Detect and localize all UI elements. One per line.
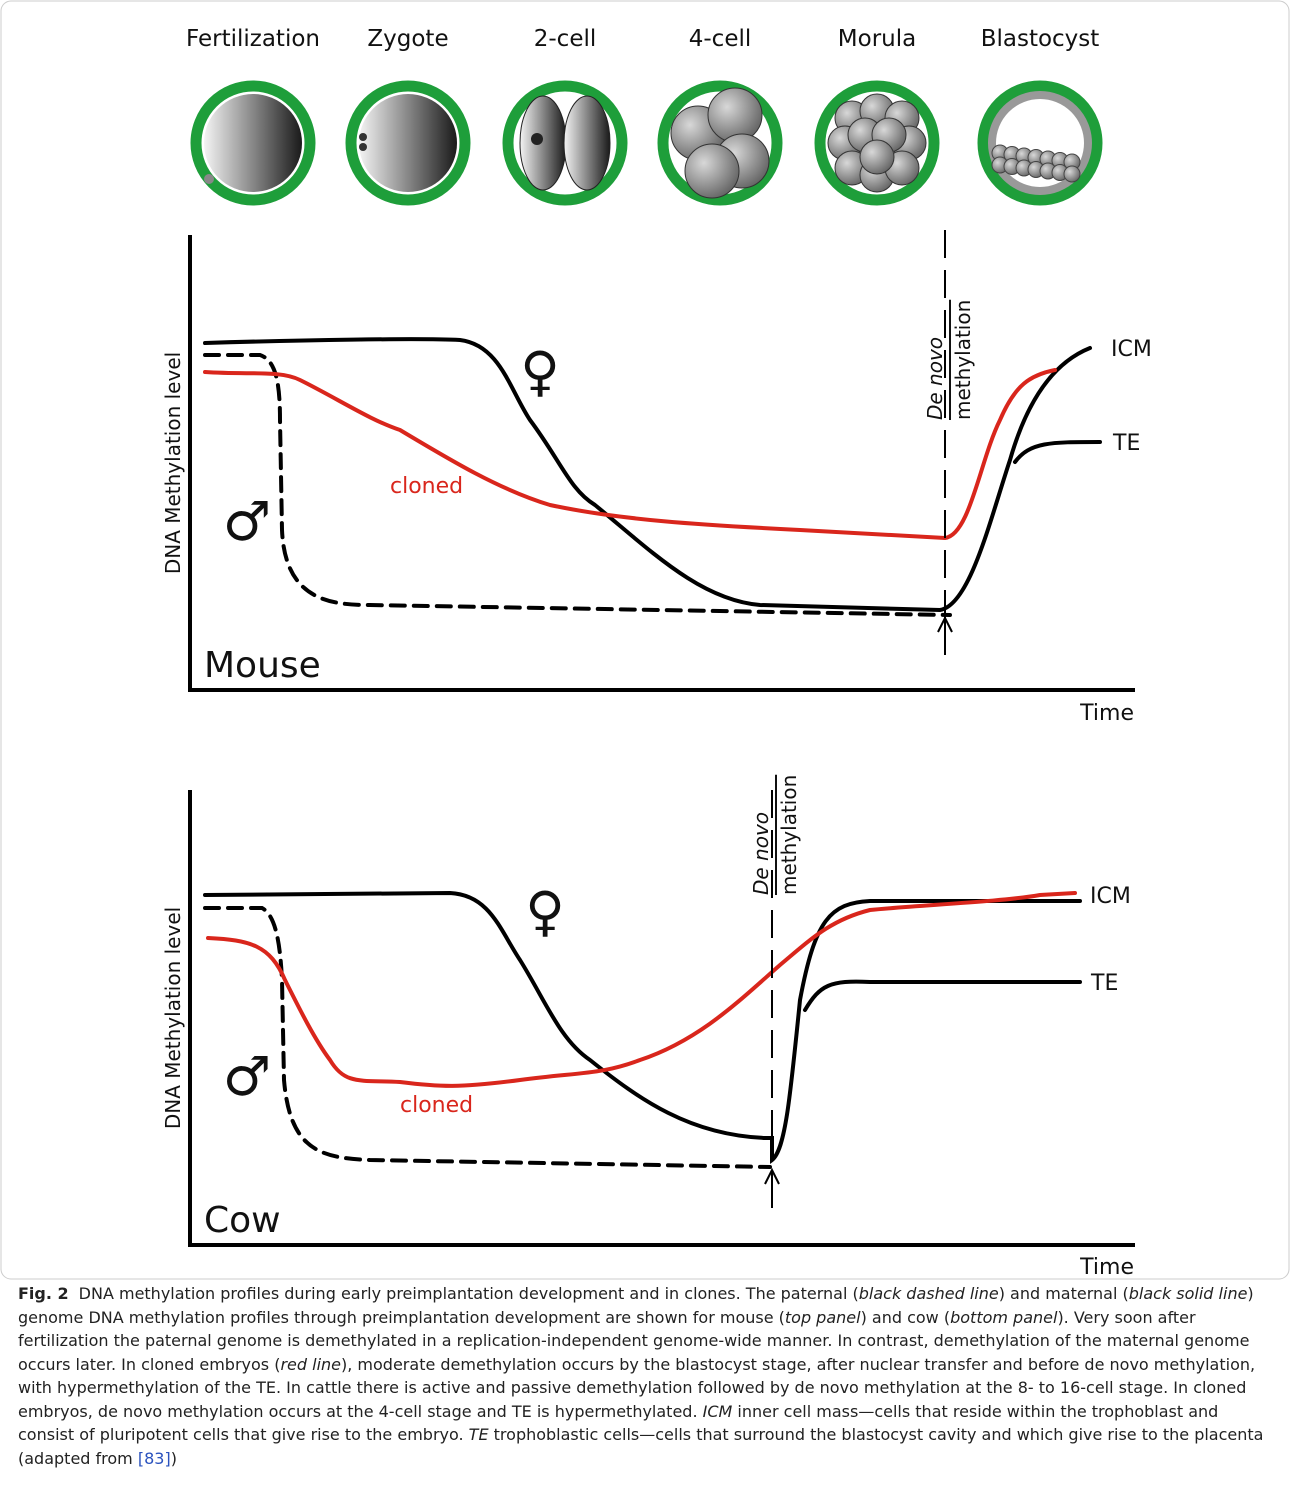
blastomere xyxy=(860,140,894,174)
x-label: Time xyxy=(1079,1255,1134,1280)
axes xyxy=(190,790,1135,1245)
pronucleus xyxy=(359,133,367,141)
caption-text: DNA methylation profiles during early pr… xyxy=(79,1284,859,1303)
blastomere xyxy=(520,96,566,190)
paternal-curve xyxy=(205,355,950,615)
y-label: DNA Methylation level xyxy=(161,352,185,574)
female-symbol: ♀ xyxy=(525,880,565,943)
stage-label: Blastocyst xyxy=(981,26,1100,52)
stage-label: Fertilization xyxy=(186,26,320,52)
embryo xyxy=(204,94,302,192)
caption-text: bottom panel xyxy=(950,1308,1057,1327)
caption-text: ) and cow ( xyxy=(861,1308,951,1327)
nucleus xyxy=(531,133,543,145)
panel-title: Cow xyxy=(204,1200,281,1241)
icm-label: ICM xyxy=(1090,884,1131,909)
stage-label: 4-cell xyxy=(689,26,752,52)
annotation: De novo xyxy=(923,337,947,420)
cloned-curve xyxy=(208,893,1075,1086)
mouse-panel: De novo methylation ♀ ♂ cloned ICM TE Mo… xyxy=(161,230,1152,726)
pronucleus xyxy=(359,143,367,151)
y-label: DNA Methylation level xyxy=(161,907,185,1129)
caption-text: ) and maternal ( xyxy=(999,1284,1129,1303)
page: {"stages":["Fertilization","Zygote","2-c… xyxy=(0,0,1290,1504)
blastomere xyxy=(708,88,762,142)
caption-text: TE xyxy=(469,1425,489,1444)
icm-cell xyxy=(1064,166,1080,182)
cow-panel: De novo methylation ♀ ♂ cloned ICM TE Co… xyxy=(161,775,1135,1280)
reference-link[interactable]: [83] xyxy=(138,1449,171,1468)
blastomere xyxy=(685,144,739,198)
caption-text: red line xyxy=(280,1355,341,1374)
annotation: methylation xyxy=(777,775,801,895)
caption-text: ) xyxy=(171,1449,177,1468)
male-symbol: ♂ xyxy=(223,1045,271,1108)
stage-label: 2-cell xyxy=(534,26,597,52)
caption-text: ICM xyxy=(703,1402,733,1421)
annotation: methylation xyxy=(951,300,975,420)
frame xyxy=(1,1,1289,1279)
blastomere xyxy=(564,96,610,190)
te-label: TE xyxy=(1090,971,1118,996)
stage-label: Morula xyxy=(838,26,916,52)
caption-text: black solid line xyxy=(1129,1284,1248,1303)
caption-text: black dashed line xyxy=(859,1284,999,1303)
polar-body xyxy=(204,174,214,184)
arrow xyxy=(765,1170,779,1208)
caption-text: top panel xyxy=(785,1308,861,1327)
figure: Fertilization Zygote 2-cell 4-cell Morula Bla… xyxy=(0,0,1290,1280)
icm-label: ICM xyxy=(1111,337,1152,362)
male-symbol: ♂ xyxy=(223,490,271,553)
panel-title: Mouse xyxy=(204,645,321,686)
te-curve xyxy=(1015,442,1100,462)
figure-label: Fig. 2 xyxy=(18,1284,69,1303)
embryo xyxy=(359,94,457,192)
te-label: TE xyxy=(1112,431,1140,456)
cloned-label: cloned xyxy=(400,1093,473,1118)
female-symbol: ♀ xyxy=(520,340,560,403)
maternal-curve xyxy=(205,893,1080,1160)
cloned-label: cloned xyxy=(390,474,463,499)
stage-label: Zygote xyxy=(367,26,448,52)
annotation: De novo xyxy=(749,812,773,895)
x-label: Time xyxy=(1079,701,1134,726)
te-curve xyxy=(805,982,1080,1010)
embryos: Fertilization Zygote 2-cell 4-cell Morula Bla… xyxy=(186,26,1099,200)
caption: Fig. 2 DNA methylation profiles during ea… xyxy=(18,1282,1272,1470)
axes xyxy=(190,235,1135,690)
arrow xyxy=(938,618,952,655)
